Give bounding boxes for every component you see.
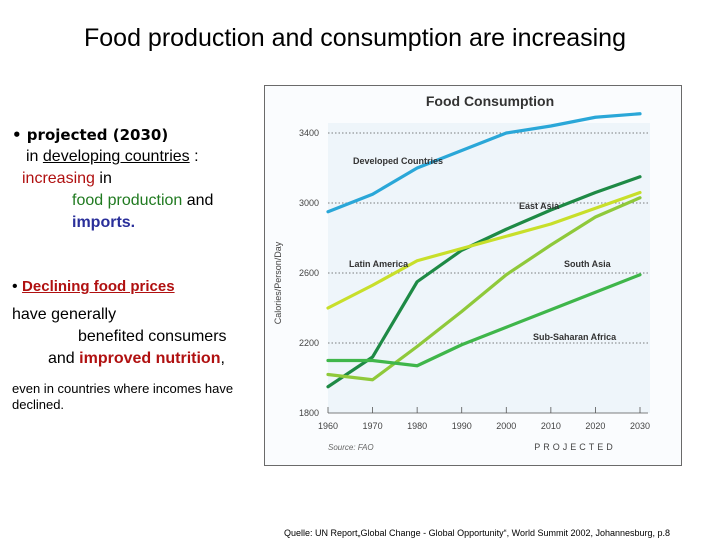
series-label: Developed Countries (353, 156, 443, 166)
bullet1-heading: • projected (2030) (12, 126, 169, 144)
series-label: Sub-Saharan Africa (533, 332, 617, 342)
bullet2-line4-post: , (220, 350, 225, 367)
series-line (326, 175, 642, 389)
x-tick-label: 1980 (407, 421, 427, 431)
y-tick-label: 1800 (299, 408, 319, 418)
incomes-note: even in countries where incomes have dec… (12, 381, 234, 412)
series-line (326, 112, 642, 214)
series-label: Latin America (349, 259, 409, 269)
page-title: Food production and consumption are incr… (83, 24, 626, 52)
x-tick-label: 2030 (630, 421, 650, 431)
bullet2-line4-pre: and (48, 350, 80, 367)
y-tick-label: 3400 (299, 128, 319, 138)
chart-source-note: Source: FAO (328, 443, 374, 452)
bullet1-line3-post: in (94, 170, 112, 187)
x-tick-label: 1970 (363, 421, 383, 431)
bullet-declining-prices: • Declining food prices have generally b… (12, 276, 227, 370)
series-label: South Asia (564, 259, 612, 269)
imports-text: imports. (72, 214, 136, 231)
declining-food-prices-link[interactable]: Declining food prices (22, 278, 175, 295)
bullet1-line4-post: and (182, 192, 214, 209)
chart-frame: Food Consumption 1800 2200 2600 3000 3400 1960… (264, 85, 682, 466)
developing-countries-link[interactable]: developing countries (42, 148, 190, 165)
series-line (326, 196, 642, 382)
food-consumption-chart: Food Consumption 1800 2200 2600 3000 3400 1960… (273, 93, 650, 452)
bullet1-line5: imports. (12, 212, 213, 234)
chart-title: Food Consumption (426, 93, 554, 109)
bullet2-line4: and improved nutrition, (12, 348, 227, 370)
y-tick-label: 2200 (299, 338, 319, 348)
series-line (326, 273, 642, 368)
series-label: East Asia (519, 201, 560, 211)
bullet2-line2: have generally (12, 306, 117, 323)
bullet1-line2-pre: in (26, 148, 43, 165)
bullet2-line3: benefited consumers (78, 328, 227, 345)
plot-background (328, 123, 650, 413)
y-tick-label: 3000 (299, 198, 319, 208)
bullet2-prefix: • (12, 278, 23, 295)
x-tick-label: 2010 (541, 421, 561, 431)
bullet2-line1: • Declining food prices (12, 276, 227, 298)
increasing-text: increasing (22, 170, 95, 187)
bullet1-line2-post: : (189, 148, 199, 165)
source-citation: Quelle: UN Report„Global Change - Global… (284, 528, 671, 538)
x-tick-label: 1960 (318, 421, 338, 431)
projected-label: PROJECTED (534, 442, 616, 452)
improved-nutrition-text: improved nutrition (79, 350, 221, 367)
x-tick-label: 2000 (496, 421, 516, 431)
bullet1-line2: in developing countries : (12, 146, 213, 168)
x-tick-label: 1990 (452, 421, 472, 431)
y-axis-label: Calories/Person/Day (273, 241, 283, 324)
bullet-projected-2030: • projected (2030) in developing countri… (12, 124, 213, 234)
food-production-text: food production (72, 192, 183, 209)
bullet1-line4: food production and (12, 190, 213, 212)
y-tick-label: 2600 (299, 268, 319, 278)
series-line (326, 190, 642, 310)
x-tick-label: 2020 (585, 421, 605, 431)
bullet1-line3: increasing in (12, 168, 213, 190)
